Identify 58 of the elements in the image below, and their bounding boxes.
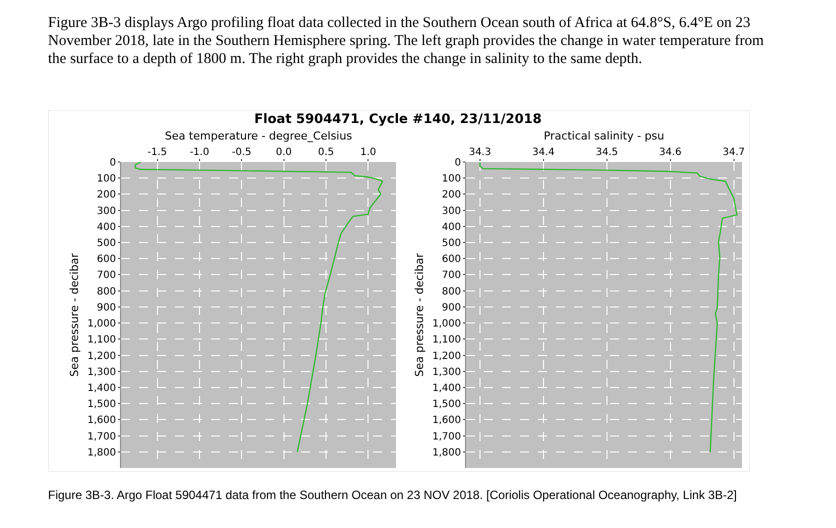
- line-series: [134, 162, 384, 452]
- y-tick-label: 1,800: [87, 447, 116, 458]
- y-axis-title: Sea pressure - decibar: [413, 252, 426, 377]
- y-tick-label: 300: [442, 206, 461, 217]
- y-tick-label: 0: [454, 158, 461, 168]
- x-axis-title: Sea temperature - degree_Celsius: [164, 130, 352, 143]
- caption: Figure 3B-3. Argo Float 5904471 data from the Southern Ocean on 23 NOV 2018. [Coriolis Operational Oceanography, Link 3B-2]: [48, 488, 738, 503]
- y-tick-label: 400: [96, 222, 116, 233]
- y-tick-label: 800: [96, 286, 116, 298]
- y-tick-label: 1,500: [87, 399, 116, 410]
- x-axis-title: Practical salinity - psu: [544, 130, 664, 143]
- y-tick-label: 900: [96, 302, 116, 314]
- y-tick-label: 1,000: [87, 318, 116, 330]
- y-tick-label: 200: [96, 190, 116, 201]
- y-tick-label: 1,800: [432, 447, 461, 458]
- y-tick-label: 300: [96, 206, 116, 217]
- chart-title: Float 5904471, Cycle #140, 23/11/2018: [253, 112, 543, 127]
- y-tick-label: 500: [442, 238, 461, 250]
- x-tick-label: -1.0: [190, 147, 210, 158]
- y-tick-label: 1,500: [432, 399, 461, 410]
- x-tick-label: 0.5: [318, 147, 334, 158]
- y-tick-label: 700: [96, 270, 116, 282]
- y-tick-label: 1,400: [432, 382, 461, 394]
- y-tick-label: 1,000: [432, 318, 461, 330]
- y-tick-label: 900: [442, 302, 461, 314]
- y-tick-label: 1,200: [432, 350, 461, 362]
- x-tick-label: 34.5: [596, 147, 618, 158]
- x-tick-label: -1.5: [148, 147, 168, 158]
- y-tick-label: 1,600: [87, 415, 116, 426]
- x-tick-label: 34.3: [468, 147, 492, 158]
- y-tick-label: 1,700: [432, 431, 461, 442]
- y-tick-label: 1,300: [87, 366, 116, 378]
- x-tick-label: 1.0: [360, 147, 376, 158]
- x-tick-label: -0.5: [232, 147, 252, 158]
- x-tick-label: 34.7: [722, 147, 745, 158]
- line-series: [479, 162, 738, 452]
- x-tick-label: 0.0: [276, 147, 292, 158]
- y-tick-label: 700: [442, 270, 461, 282]
- y-tick-label: 100: [96, 174, 116, 185]
- y-tick-label: 1,700: [87, 431, 116, 442]
- y-tick-label: 1,400: [87, 382, 116, 394]
- y-tick-label: 1,600: [432, 415, 461, 426]
- y-tick-label: 1,100: [432, 334, 461, 346]
- y-tick-label: 200: [442, 190, 461, 201]
- y-tick-label: 1,200: [87, 350, 116, 362]
- x-tick-label: 34.6: [659, 147, 682, 158]
- y-tick-label: 500: [96, 238, 116, 250]
- y-tick-label: 800: [442, 286, 461, 298]
- y-tick-label: 1,300: [432, 366, 461, 378]
- x-tick-label: 34.4: [532, 147, 555, 158]
- y-tick-label: 400: [442, 222, 461, 233]
- y-tick-label: 100: [442, 174, 461, 185]
- caption: Figure 3B-3 displays Argo profiling float data collected in the Southern Ocean south of Africa at 64.8°S, 6.4°E on 23 November 2018, late in the Southern Hemisphere spring. The left graph provides the change in water temperature from the surface to a depth of 1800 m. The right graph provides the change in salinity to the same depth.: [48, 14, 765, 68]
- y-tick-label: 0: [110, 158, 116, 168]
- y-tick-label: 600: [96, 254, 116, 266]
- y-axis-title: Sea pressure - decibar: [68, 252, 82, 377]
- y-tick-label: 1,100: [87, 334, 116, 346]
- y-tick-label: 600: [442, 254, 461, 266]
